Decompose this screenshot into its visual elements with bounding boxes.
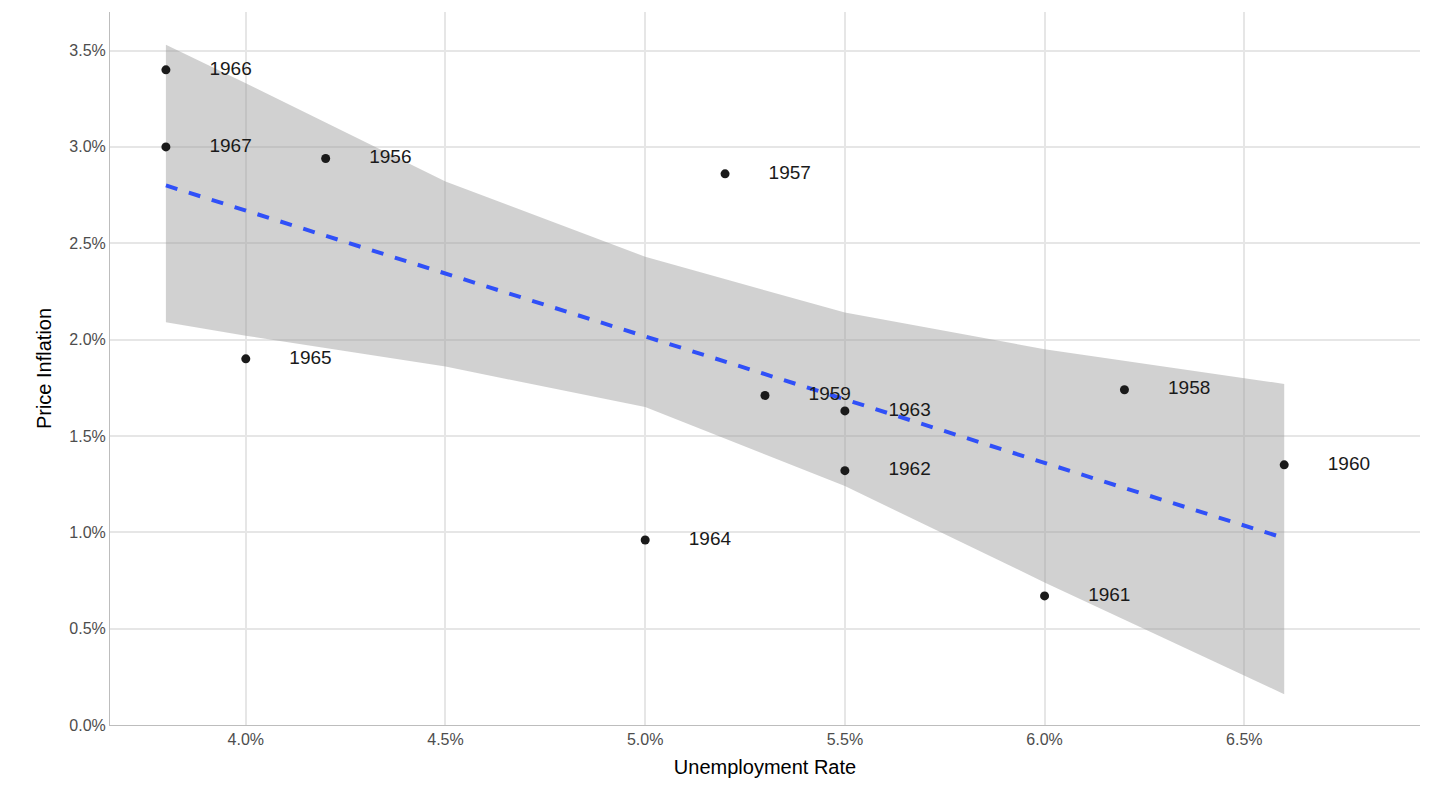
svg-text:1963: 1963 [852,399,931,420]
svg-text:1.5%: 1.5% [69,428,105,445]
svg-text:4.0%: 4.0% [228,731,264,748]
svg-text:6.5%: 6.5% [1226,731,1262,748]
svg-text:0.5%: 0.5% [69,620,105,637]
svg-text:1957: 1957 [732,162,811,183]
svg-text:3.5%: 3.5% [69,42,105,59]
svg-text:1966: 1966 [173,58,252,79]
svg-text:1965: 1965 [252,347,331,368]
svg-text:2.0%: 2.0% [69,331,105,348]
svg-text:Price Inflation: Price Inflation [33,308,55,429]
svg-text:1961: 1961 [1051,584,1130,605]
svg-text:1958: 1958 [1131,377,1210,398]
svg-text:Unemployment Rate: Unemployment Rate [674,756,856,778]
svg-text:4.5%: 4.5% [427,731,463,748]
svg-text:1967: 1967 [173,135,252,156]
svg-text:1964: 1964 [652,528,732,549]
svg-text:1.0%: 1.0% [69,524,105,541]
svg-text:1959: 1959 [772,383,851,404]
svg-text:1960: 1960 [1291,453,1370,474]
svg-text:5.5%: 5.5% [827,731,863,748]
svg-text:1956: 1956 [332,146,411,167]
svg-text:1962: 1962 [852,458,931,479]
svg-text:3.0%: 3.0% [69,138,105,155]
svg-text:6.0%: 6.0% [1026,731,1062,748]
svg-text:5.0%: 5.0% [627,731,663,748]
svg-text:2.5%: 2.5% [69,235,105,252]
svg-text:0.0%: 0.0% [69,717,105,734]
